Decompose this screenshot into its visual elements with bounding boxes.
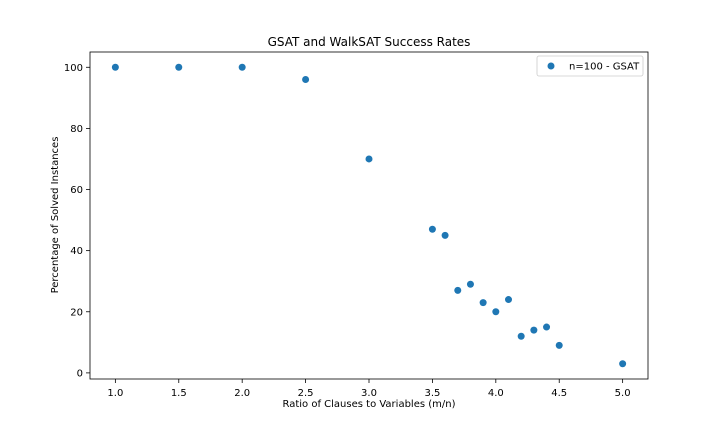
data-point (175, 63, 183, 71)
y-axis-label: Percentage of Solved Instances (50, 137, 61, 294)
y-tick-label: 60 (70, 185, 83, 196)
x-tick-label: 4.0 (488, 388, 504, 399)
data-point (555, 341, 563, 349)
x-tick-label: 4.5 (551, 388, 567, 399)
y-tick-label: 80 (70, 124, 83, 135)
legend-box (536, 55, 644, 77)
legend: n=100 - GSAT (536, 55, 644, 77)
data-points (111, 63, 627, 368)
chart-title: GSAT and WalkSAT Success Rates (268, 35, 471, 49)
data-point (530, 326, 538, 334)
data-point (479, 299, 487, 307)
legend-label: n=100 - GSAT (569, 62, 640, 73)
y-axis: 0 20 40 60 80 100 (64, 63, 90, 379)
data-point (441, 231, 449, 239)
data-point (111, 63, 119, 71)
y-tick-label: 40 (70, 246, 83, 257)
x-tick-label: 3.5 (424, 388, 440, 399)
legend-marker (547, 62, 555, 70)
x-tick-label: 3.0 (361, 388, 377, 399)
data-point (302, 76, 310, 84)
y-tick-label: 100 (64, 63, 83, 74)
data-point (517, 332, 525, 340)
x-tick-label: 1.5 (171, 388, 187, 399)
data-point (365, 155, 373, 163)
data-point (466, 280, 474, 288)
y-tick-label: 20 (70, 307, 83, 318)
plot-area-frame (89, 51, 649, 380)
data-point (619, 360, 627, 368)
data-point (238, 63, 246, 71)
x-tick-label: 5.0 (615, 388, 631, 399)
x-tick-label: 1.0 (107, 388, 123, 399)
y-tick-label: 0 (77, 368, 83, 379)
data-point (428, 225, 436, 233)
data-point (454, 286, 462, 294)
data-point (492, 308, 500, 316)
x-tick-label: 2.0 (234, 388, 250, 399)
data-point (543, 323, 551, 331)
x-tick-label: 2.5 (298, 388, 314, 399)
data-point (505, 296, 512, 304)
x-axis-label: Ratio of Clauses to Variables (m/n) (283, 399, 456, 410)
x-axis: 1.0 1.5 2.0 2.5 3.0 3.5 4.0 4.5 5.0 (107, 379, 631, 399)
